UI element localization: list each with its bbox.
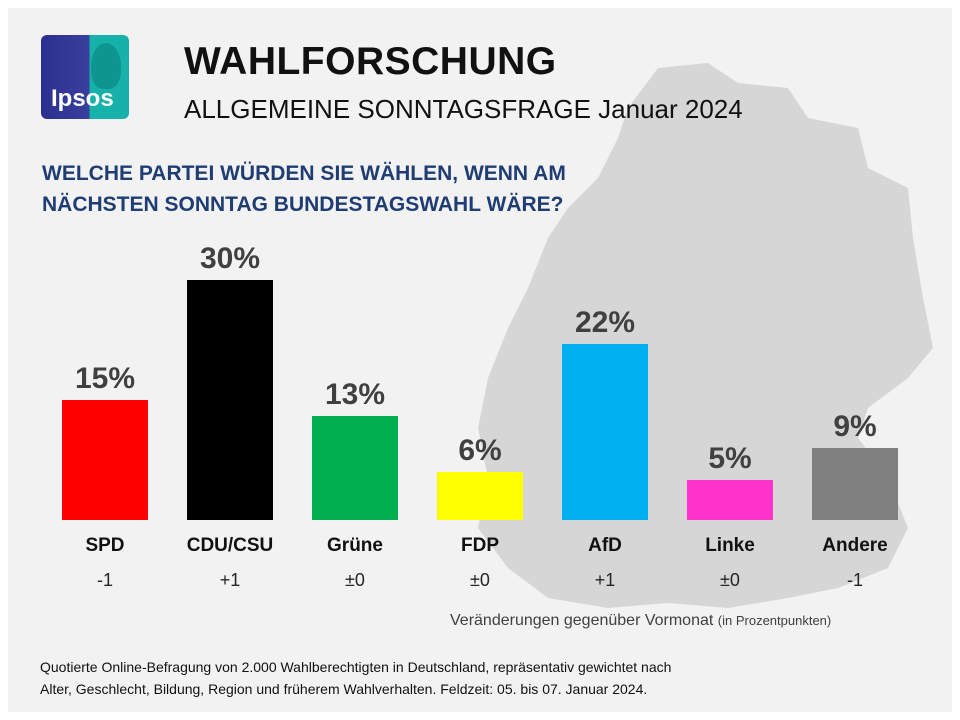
changes-unit: (in Prozentpunkten) xyxy=(717,613,832,628)
value-label: 13% xyxy=(325,378,385,411)
bar-fdp xyxy=(437,472,523,520)
bar-chart: 15% SPD -1 30% CDU/CSU +1 13% Grüne ±0 6% FDP ±0 22%… xyxy=(62,242,898,590)
bar-cdu-csu xyxy=(187,280,273,520)
value-label: 22% xyxy=(575,306,635,339)
change-label: ±0 xyxy=(470,570,490,590)
changes-label: Veränderungen gegenüber Vormonat xyxy=(450,612,714,629)
change-label: ±0 xyxy=(720,570,740,590)
source-line-2: Alter, Geschlecht, Bildung, Region und f… xyxy=(40,681,648,697)
survey-question: WELCHE PARTEI WÜRDEN SIE WÄHLEN, WENN AM… xyxy=(42,158,566,220)
source-line-1: Quotierte Online-Befragung von 2.000 Wah… xyxy=(40,659,672,675)
category-label: AfD xyxy=(588,535,622,556)
chart-frame: Ipsos WAHLFORSCHUNG ALLGEMEINE SONNTAGSF… xyxy=(8,8,952,712)
bar-spd xyxy=(62,400,148,520)
value-label: 15% xyxy=(75,362,135,395)
value-label: 5% xyxy=(708,442,751,475)
logo-silhouette-icon xyxy=(91,43,121,89)
question-line-2: NÄCHSTEN SONNTAG BUNDESTAGSWAHL WÄRE? xyxy=(42,193,564,216)
change-label: -1 xyxy=(847,570,863,590)
value-label: 30% xyxy=(200,242,260,275)
changes-note: Veränderungen gegenüber Vormonat (in Pro… xyxy=(450,612,831,630)
question-line-1: WELCHE PARTEI WÜRDEN SIE WÄHLEN, WENN AM xyxy=(42,162,566,185)
category-label: Linke xyxy=(705,535,755,556)
category-label: Andere xyxy=(822,535,887,556)
logo-text: Ipsos xyxy=(51,85,114,112)
change-label: +1 xyxy=(595,570,616,590)
change-label: -1 xyxy=(97,570,113,590)
bar-afd xyxy=(562,344,648,520)
page-title: WAHLFORSCHUNG xyxy=(184,40,557,83)
value-label: 9% xyxy=(833,410,876,443)
bar-linke xyxy=(687,480,773,520)
category-label: CDU/CSU xyxy=(187,535,274,556)
bar-andere xyxy=(812,448,898,520)
value-label: 6% xyxy=(458,434,501,467)
source-note: Quotierte Online-Befragung von 2.000 Wah… xyxy=(40,656,930,700)
category-label: SPD xyxy=(85,535,124,556)
category-label: FDP xyxy=(461,535,499,556)
category-label: Grüne xyxy=(327,535,383,556)
change-label: +1 xyxy=(220,570,241,590)
bar-gr-ne xyxy=(312,416,398,520)
page-subtitle: ALLGEMEINE SONNTAGSFRAGE Januar 2024 xyxy=(184,94,743,124)
change-label: ±0 xyxy=(345,570,365,590)
ipsos-logo: Ipsos xyxy=(41,35,129,119)
